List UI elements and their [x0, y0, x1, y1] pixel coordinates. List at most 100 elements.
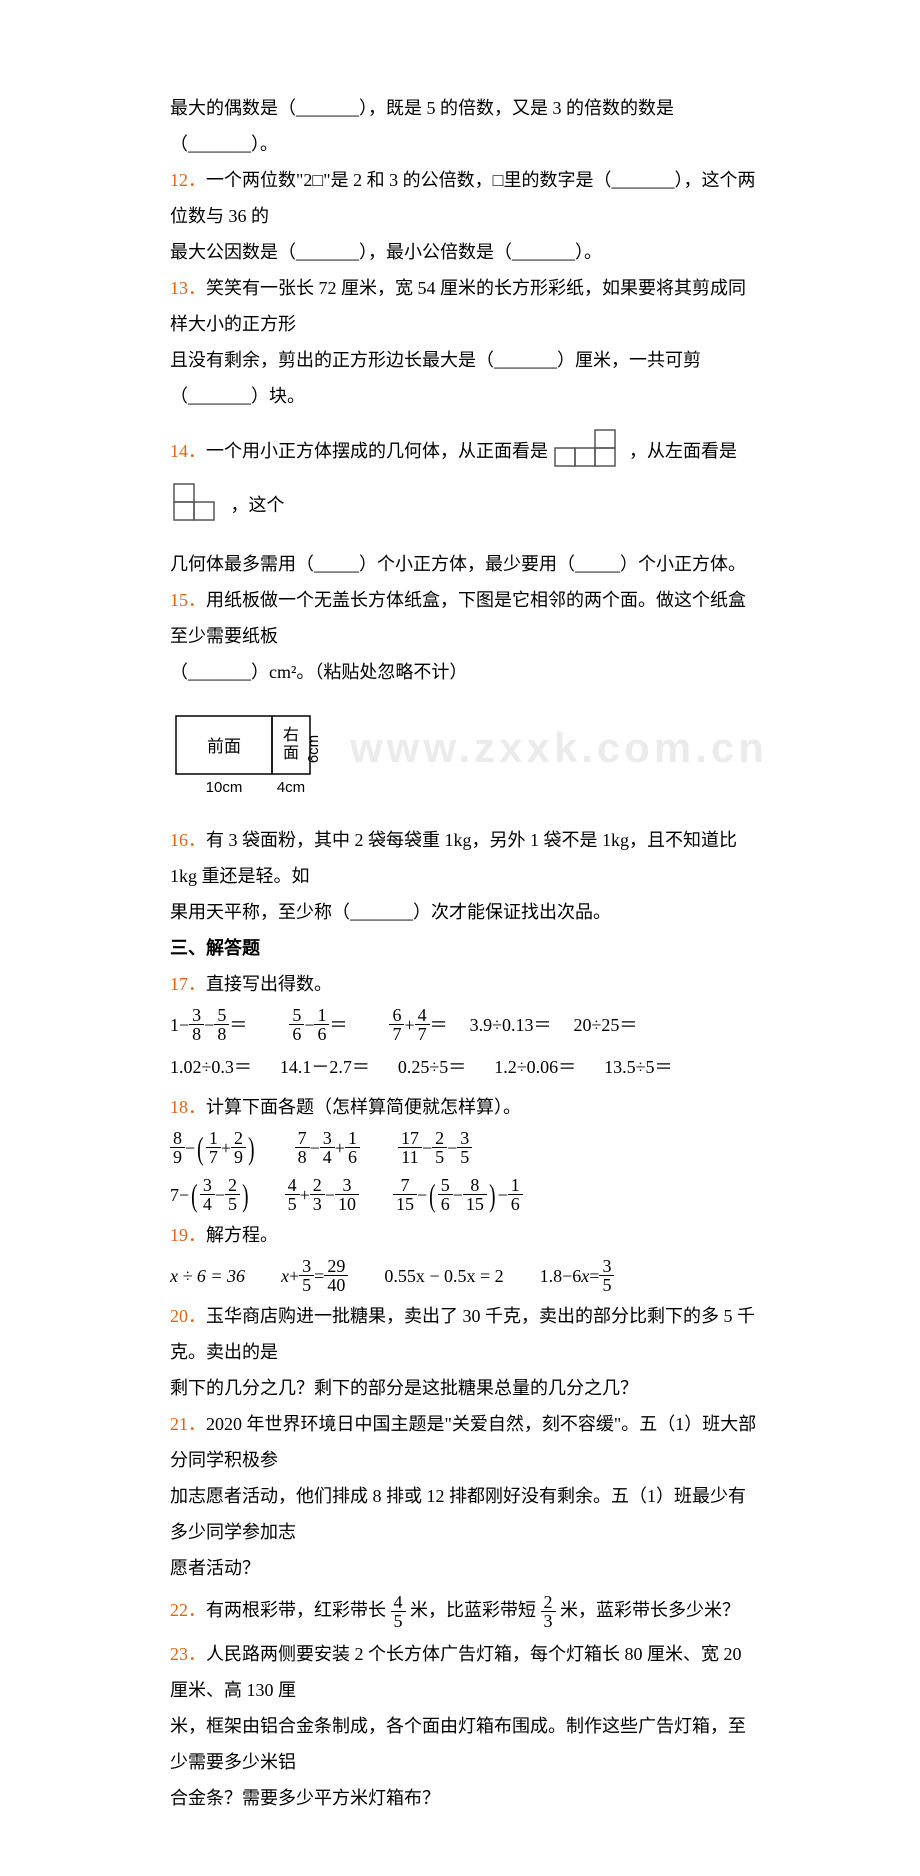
expr: 1.02÷0.3＝ [170, 1049, 252, 1085]
blank: _______ [188, 662, 251, 682]
qnum-16: 16． [170, 830, 206, 850]
text: 最大的偶数是（ [170, 98, 296, 118]
expr: 14.1－2.7＝ [280, 1049, 370, 1085]
q16-line1: 16．有 3 袋面粉，其中 2 袋每袋重 1kg，另外 1 袋不是 1kg，且不… [170, 822, 758, 894]
q17-row2: 1.02÷0.3＝ 14.1－2.7＝ 0.25÷5＝ 1.2÷0.06＝ 13… [170, 1049, 758, 1085]
q12-line1: 12．一个两位数"2□"是 2 和 3 的公倍数，□里的数字是（_______）… [170, 162, 758, 234]
text: 人民路两侧要安装 2 个长方体广告灯箱，每个灯箱长 80 厘米、宽 20 厘米、… [170, 1644, 742, 1700]
q14-line1: 14．一个用小正方体摆成的几何体，从正面看是 ，从左面看是 ，这个 [170, 426, 758, 534]
qnum-23: 23． [170, 1644, 206, 1664]
box-w1-label: 10cm [206, 779, 243, 796]
expr: 56−16＝ [289, 1006, 347, 1043]
box-w2-label: 4cm [277, 779, 305, 796]
box-figure: 前面 右 面 6cm 10cm 4cm [170, 708, 758, 812]
expr: 3.9÷0.13＝ [470, 1007, 552, 1043]
qnum-20: 20． [170, 1306, 206, 1326]
expr: 1.8−6x=35 [540, 1257, 615, 1294]
q20-line2: 剩下的几分之几？剩下的部分是这批糖果总量的几分之几？ [170, 1370, 758, 1406]
qnum-14: 14． [170, 441, 206, 461]
blank: _______ [350, 902, 413, 922]
blank: _______ [611, 170, 674, 190]
qnum-18: 18． [170, 1097, 206, 1117]
qnum-13: 13． [170, 278, 206, 298]
q22-line1: 22．有两根彩带，红彩带长 45 米，比蓝彩带短 23 米，蓝彩带长多少米？ [170, 1592, 758, 1630]
text: 解方程。 [206, 1225, 278, 1245]
qnum-17: 17． [170, 974, 206, 994]
blank: _______ [494, 350, 557, 370]
blank: _______ [512, 242, 575, 262]
text: 一个用小正方体摆成的几何体，从正面看是 [206, 441, 548, 461]
text: 计算下面各题（怎样算简便就怎样算）。 [206, 1097, 521, 1117]
frac: 23 [541, 1593, 556, 1630]
q16-line2: 果用天平称，至少称（_______）次才能保证找出次品。 [170, 894, 758, 930]
expr: 1.2÷0.06＝ [494, 1049, 576, 1085]
q18-row1: 89−(17+29) 78−34+16 1711−25−35 [170, 1129, 758, 1166]
page-content: www.zxxk.com.cn 最大的偶数是（_______），既是 5 的倍数… [170, 90, 758, 1816]
q14-line2: 几何体最多需用（_____）个小正方体，最少要用（_____）个小正方体。 [170, 546, 758, 582]
text: 笑笑有一张长 72 厘米，宽 54 厘米的长方形彩纸，如果要将其剪成同样大小的正… [170, 278, 746, 334]
q15-line2: （_______）cm²。（粘贴处忽略不计） [170, 654, 758, 690]
text: 直接写出得数。 [206, 974, 332, 994]
q18-line1: 18．计算下面各题（怎样算简便就怎样算）。 [170, 1089, 758, 1125]
qnum-19: 19． [170, 1225, 206, 1245]
q15-line1: 15．用纸板做一个无盖长方体纸盒，下图是它相邻的两个面。做这个纸盒至少需要纸板 [170, 582, 758, 654]
q21-line3: 愿者活动？ [170, 1550, 758, 1586]
expr: 0.25÷5＝ [398, 1049, 466, 1085]
text: 一个两位数"2□"是 2 和 3 的公倍数，□里的数字是（ [206, 170, 611, 190]
q21-line1: 21．2020 年世界环境日中国主题是"关爱自然，刻不容缓"。五（1）班大部分同… [170, 1406, 758, 1478]
expr: 67+47＝ [389, 1006, 447, 1043]
q11-line2: 最大的偶数是（_______），既是 5 的倍数，又是 3 的倍数的数是（___… [170, 90, 758, 162]
text: ，这个 [231, 495, 285, 515]
expr: 715−(56−815)−16 [393, 1176, 523, 1213]
expr: 20÷25＝ [574, 1007, 638, 1043]
section-3-heading: 三、解答题 [170, 930, 758, 966]
blank: _____ [575, 554, 620, 574]
expr: 1711−25−35 [398, 1129, 472, 1166]
expr: 13.5÷5＝ [604, 1049, 672, 1085]
text: 有两根彩带，红彩带长 [206, 1600, 386, 1620]
text: ，从左面看是 [629, 441, 737, 461]
front-view-figure [553, 426, 625, 480]
q23-line3: 合金条？需要多少平方米灯箱布？ [170, 1780, 758, 1816]
qnum-12: 12． [170, 170, 206, 190]
q12-line2: 最大公因数是（_______），最小公倍数是（_______）。 [170, 234, 758, 270]
q13-line1: 13．笑笑有一张长 72 厘米，宽 54 厘米的长方形彩纸，如果要将其剪成同样大… [170, 270, 758, 342]
text: （ [170, 662, 188, 682]
q19-line1: 19．解方程。 [170, 1217, 758, 1253]
qnum-21: 21． [170, 1414, 206, 1434]
expr: 7−(34−25) [170, 1176, 251, 1213]
text: 玉华商店购进一批糖果，卖出了 30 千克，卖出的部分比剩下的多 5 千克。卖出的… [170, 1306, 755, 1362]
text: 几何体最多需用（ [170, 554, 314, 574]
q17-row1: 1−38−58＝ 56−16＝ 67+47＝ 3.9÷0.13＝ 20÷25＝ [170, 1006, 758, 1043]
text: 2020 年世界环境日中国主题是"关爱自然，刻不容缓"。五（1）班大部分同学积极… [170, 1414, 756, 1470]
text: ）个小正方体，最少要用（ [359, 554, 575, 574]
blank: _______ [296, 242, 359, 262]
expr: 1−38−58＝ [170, 1006, 247, 1043]
text: ）个小正方体。 [620, 554, 746, 574]
expr: 0.55x − 0.5x = 2 [384, 1258, 503, 1294]
text: 果用天平称，至少称（ [170, 902, 350, 922]
blank: _______ [188, 386, 251, 406]
box-right-label-top: 右 [283, 726, 299, 744]
q21-line2: 加志愿者活动，他们排成 8 排或 12 排都刚好没有剩余。五（1）班最少有多少同… [170, 1478, 758, 1550]
expr: 78−34+16 [295, 1129, 360, 1166]
text: ）。 [251, 134, 278, 154]
text: 用纸板做一个无盖长方体纸盒，下图是它相邻的两个面。做这个纸盒至少需要纸板 [170, 590, 746, 646]
blank: _____ [314, 554, 359, 574]
left-view-figure [170, 480, 226, 534]
text: ）次才能保证找出次品。 [413, 902, 611, 922]
q13-line2: 且没有剩余，剪出的正方形边长最大是（_______）厘米，一共可剪（______… [170, 342, 758, 414]
box-right-label-bot: 面 [283, 745, 299, 762]
text: ）。 [575, 242, 602, 262]
text: 有 3 袋面粉，其中 2 袋每袋重 1kg，另外 1 袋不是 1kg，且不知道比… [170, 830, 737, 886]
text: 最大公因数是（ [170, 242, 296, 262]
text: 且没有剩余，剪出的正方形边长最大是（ [170, 350, 494, 370]
text: 米，蓝彩带长多少米？ [560, 1600, 740, 1620]
expr: 89−(17+29) [170, 1129, 257, 1166]
q23-line1: 23．人民路两侧要安装 2 个长方体广告灯箱，每个灯箱长 80 厘米、宽 20 … [170, 1636, 758, 1708]
box-height-label: 6cm [305, 735, 322, 763]
qnum-22: 22． [170, 1600, 206, 1620]
expr: x ÷ 6 = 36 [170, 1258, 245, 1294]
qnum-15: 15． [170, 590, 206, 610]
q18-row2: 7−(34−25) 45+23−310 715−(56−815)−16 [170, 1176, 758, 1213]
